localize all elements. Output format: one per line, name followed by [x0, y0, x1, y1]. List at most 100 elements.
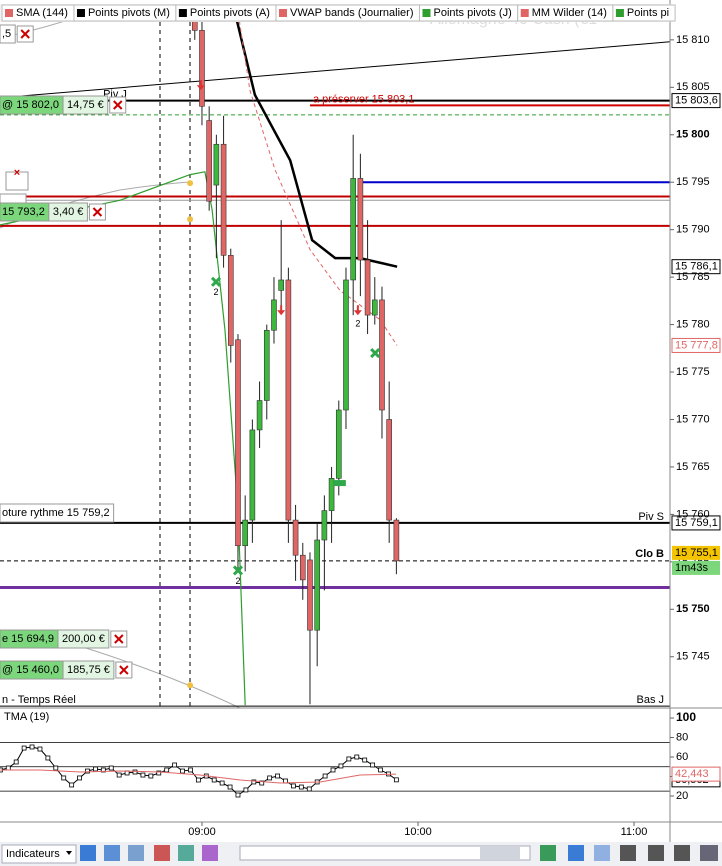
- indicators-label[interactable]: Indicateurs: [6, 848, 60, 860]
- undo-icon[interactable]: [568, 845, 584, 861]
- price-box-label: 15 759,1: [675, 517, 718, 529]
- candle-body: [357, 178, 364, 261]
- signal-label: 2: [235, 576, 240, 586]
- order-amount-box: [62, 95, 109, 115]
- tab[interactable]: MM Wilder (14): [517, 4, 614, 22]
- indicator-marker: [13, 759, 19, 765]
- indicator-value-box: [671, 766, 721, 782]
- level-name: Bas J: [636, 694, 664, 706]
- order-box: [0, 503, 115, 523]
- tab-label[interactable]: Points pivots (A): [190, 7, 270, 19]
- tab[interactable]: Points pivots (A): [175, 4, 277, 22]
- close-icon[interactable]: [114, 634, 124, 644]
- indicator-marker: [132, 769, 138, 775]
- candle-body: [379, 299, 385, 411]
- candle-body: [350, 178, 356, 281]
- y-tick-label: 15 805: [676, 81, 710, 93]
- tool-icon[interactable]: [154, 845, 170, 861]
- candle-body: [220, 143, 227, 256]
- zoom-in-icon[interactable]: [674, 845, 690, 861]
- indicator-marker: [267, 775, 273, 781]
- status-text: n - Temps Réel: [2, 694, 76, 706]
- tab-label[interactable]: MM Wilder (14): [532, 7, 607, 19]
- scrollbar[interactable]: [239, 845, 531, 861]
- tool-icon[interactable]: [202, 845, 218, 861]
- indicator-marker: [180, 768, 185, 774]
- y-tick-label: 15 810: [676, 34, 710, 46]
- indicator-marker: [393, 777, 399, 783]
- order-close[interactable]: [5, 171, 29, 191]
- y-tick-label: 15 770: [676, 413, 710, 425]
- tab-label[interactable]: Points pivots (J): [433, 7, 511, 19]
- fit-icon[interactable]: [700, 845, 718, 861]
- indicator-marker: [346, 756, 352, 762]
- indicator-marker: [140, 772, 146, 778]
- tab[interactable]: Points pi: [612, 4, 676, 22]
- indicator-marker: [275, 773, 280, 779]
- tool-icon[interactable]: [540, 845, 556, 861]
- level-name: Piv S: [638, 511, 664, 523]
- tab[interactable]: Points pivots (M): [73, 4, 177, 22]
- candle-body: [386, 419, 392, 521]
- scroll-thumb[interactable]: [480, 847, 520, 859]
- candle-body: [271, 299, 277, 331]
- redo-icon[interactable]: [594, 845, 610, 861]
- tab-label[interactable]: VWAP bands (Journalier): [290, 7, 414, 19]
- indicator-marker: [21, 745, 27, 751]
- tab-label[interactable]: Points pi: [627, 7, 669, 19]
- tool-icon[interactable]: [104, 845, 120, 861]
- indicator-pane: [0, 741, 670, 798]
- order-box: [0, 24, 16, 44]
- candle-body: [242, 519, 248, 547]
- price-box: [671, 259, 721, 275]
- indicator-marker: [235, 792, 241, 798]
- tool-icon[interactable]: [128, 845, 144, 861]
- indicator-marker: [29, 744, 35, 750]
- candle-body: [321, 510, 328, 541]
- close-icon[interactable]: [92, 207, 103, 217]
- indicator-marker: [243, 787, 249, 793]
- indicator-marker: [93, 766, 98, 772]
- candle-body: [285, 279, 292, 521]
- close-icon[interactable]: [119, 665, 129, 675]
- candle-body: [191, 22, 198, 31]
- tool-icon[interactable]: [178, 845, 194, 861]
- dot: [187, 180, 194, 187]
- indicators-button[interactable]: [1, 844, 77, 864]
- current-box: [672, 545, 720, 560]
- close-icon[interactable]: ×: [14, 167, 20, 179]
- tab[interactable]: VWAP bands (Journalier): [275, 4, 420, 22]
- tab-label[interactable]: Points pivots (M): [88, 7, 170, 19]
- indicator-marker: [338, 763, 344, 769]
- tab[interactable]: SMA (144): [1, 4, 75, 22]
- close-icon[interactable]: [113, 100, 123, 110]
- dropdown-icon[interactable]: [66, 851, 72, 855]
- price-box-label: 15 777,8: [675, 339, 718, 351]
- price-box: [671, 515, 721, 531]
- indicator-line: [0, 769, 397, 784]
- indicator-marker: [330, 767, 336, 773]
- y-tick-label: 15 800: [676, 129, 710, 141]
- indicator-marker: [156, 770, 162, 776]
- candle-body: [278, 279, 284, 291]
- price-box-label: 15 786,1: [675, 261, 718, 273]
- indicator-marker: [85, 768, 90, 774]
- share-icon[interactable]: [80, 845, 96, 861]
- y-tick-label: 20: [676, 790, 688, 802]
- zoom-icon[interactable]: [620, 845, 636, 861]
- tab-label[interactable]: SMA (144): [16, 7, 68, 19]
- indicator-value: 42,443: [675, 768, 709, 780]
- indicator-marker: [108, 765, 114, 771]
- zoom-out-icon[interactable]: [648, 845, 664, 861]
- indicator-marker: [77, 775, 82, 781]
- candle-body: [299, 554, 306, 581]
- overlay-line: [0, 41, 670, 99]
- order-amount-box: [48, 202, 88, 222]
- indicator-marker: [61, 775, 67, 781]
- tab[interactable]: Points pivots (J): [418, 4, 519, 22]
- indicator-marker: [148, 773, 154, 779]
- close-icon[interactable]: [20, 29, 30, 39]
